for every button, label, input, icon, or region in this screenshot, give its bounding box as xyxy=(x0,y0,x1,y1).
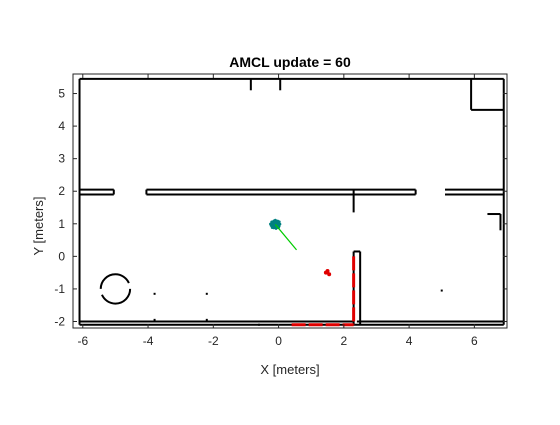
plot-area xyxy=(78,77,505,327)
y-tick-label: -1 xyxy=(54,282,65,296)
map-round-obstacle xyxy=(99,273,132,305)
y-tick-label: 3 xyxy=(58,152,65,166)
map-speck xyxy=(258,323,260,326)
x-tick-label: -6 xyxy=(77,334,88,348)
x-tick-label: 4 xyxy=(406,334,413,348)
chart-title: AMCL update = 60 xyxy=(229,54,351,70)
y-tick-label: 1 xyxy=(58,217,65,231)
particle-point xyxy=(270,226,274,229)
y-axis-label: Y [meters] xyxy=(31,196,46,255)
map-speck xyxy=(440,289,443,292)
x-axis-label: X [meters] xyxy=(260,362,319,377)
particle-point xyxy=(277,220,281,224)
x-tick-label: -4 xyxy=(143,334,154,348)
x-tick-label: 0 xyxy=(275,334,282,348)
pose-heading-line xyxy=(274,224,297,251)
y-tick-label: 0 xyxy=(58,249,65,263)
map-speck xyxy=(205,292,208,295)
x-tick-label: 6 xyxy=(471,334,478,348)
y-tick-label: 4 xyxy=(58,119,65,133)
x-tick-label: 2 xyxy=(340,334,347,348)
map-speck xyxy=(153,292,156,295)
particle-point xyxy=(274,227,278,230)
laser-scan-point xyxy=(327,272,332,277)
particle-point xyxy=(273,218,277,222)
particle-point xyxy=(270,220,274,224)
particle-point xyxy=(278,222,282,226)
map-speck xyxy=(153,318,156,321)
map-speck xyxy=(205,318,208,321)
x-tick-label: -2 xyxy=(208,334,219,348)
particle-point xyxy=(269,222,272,226)
axes-box xyxy=(72,73,508,329)
y-tick-label: 5 xyxy=(58,87,65,101)
axis-ticks: -6 -4 -2 0 2 4 6 -2 -1 0 1 2 3 4 5 xyxy=(54,74,507,348)
y-tick-label: -2 xyxy=(54,314,65,328)
laser-scan-point xyxy=(325,269,330,274)
y-tick-label: 2 xyxy=(58,184,65,198)
